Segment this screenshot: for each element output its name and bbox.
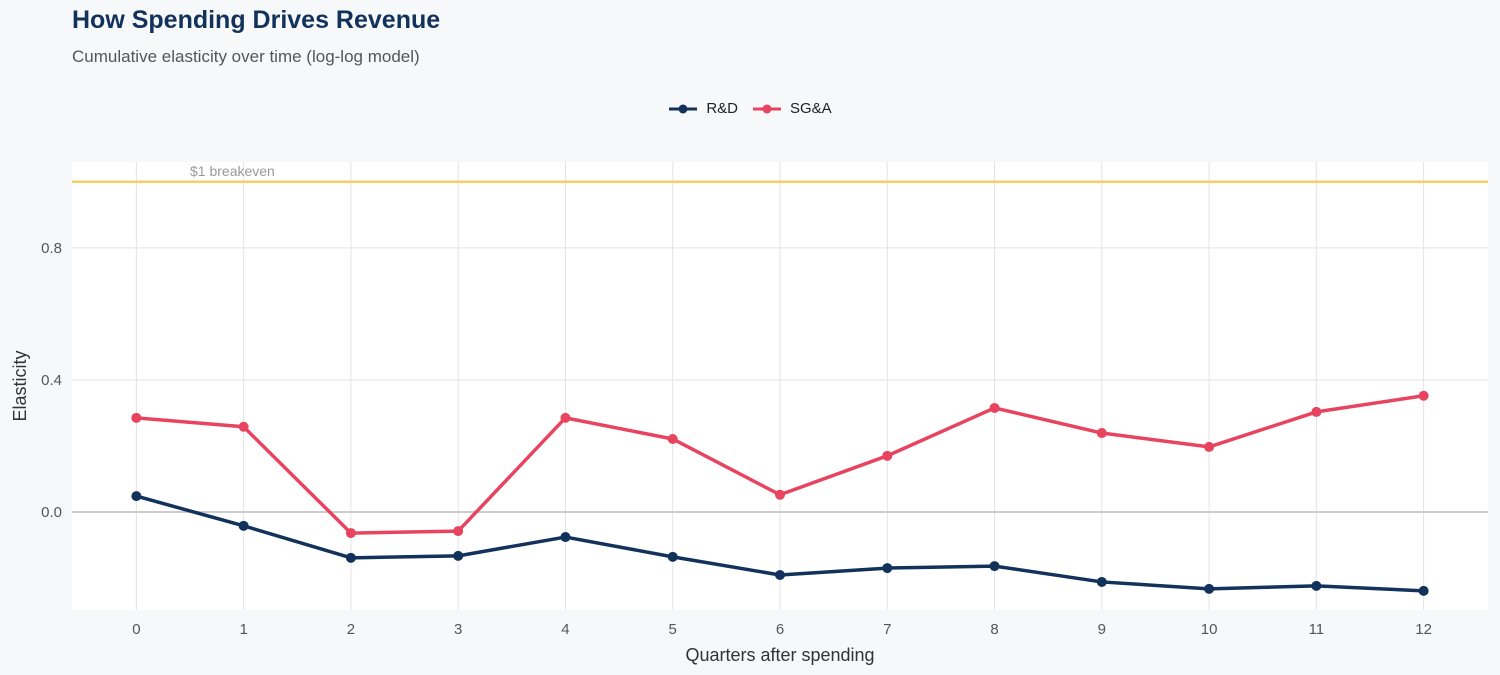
x-tick-label: 8 xyxy=(990,621,998,638)
data-point-sga xyxy=(989,402,1000,413)
data-point-rd xyxy=(667,551,678,562)
data-point-sga xyxy=(667,433,678,444)
legend-key-rd xyxy=(669,104,698,113)
chart-subtitle: Cumulative elasticity over time (log-log… xyxy=(72,47,420,66)
x-tick-label: 11 xyxy=(1309,621,1325,638)
data-point-sga xyxy=(1096,428,1107,439)
data-point-sga xyxy=(131,412,142,423)
legend-item-sga: SG&A xyxy=(752,100,832,117)
data-point-sga xyxy=(560,412,571,423)
x-tick-label: 9 xyxy=(1098,621,1106,638)
x-tick-label: 10 xyxy=(1201,621,1218,638)
y-axis-title: Elasticity xyxy=(10,350,30,421)
legend-label-sga: SG&A xyxy=(789,100,832,117)
data-point-rd xyxy=(131,491,142,502)
data-point-rd xyxy=(238,520,249,531)
data-point-rd xyxy=(989,561,1000,572)
x-tick-label: 7 xyxy=(883,621,891,638)
y-tick-label: 0.4 xyxy=(41,372,62,389)
x-tick-label: 4 xyxy=(561,621,569,638)
x-tick-label: 1 xyxy=(239,621,247,638)
data-point-rd xyxy=(453,550,464,561)
data-point-rd xyxy=(1096,576,1107,587)
x-tick-label: 5 xyxy=(669,621,677,638)
data-point-sga xyxy=(345,528,356,539)
data-point-sga xyxy=(1204,441,1215,452)
data-point-rd xyxy=(882,563,893,574)
y-tick-label: 0.0 xyxy=(41,504,62,521)
data-point-sga xyxy=(1418,390,1429,401)
breakeven-label: $1 breakeven xyxy=(190,163,275,179)
legend-key-sga xyxy=(752,104,781,113)
data-point-rd xyxy=(775,570,785,581)
data-point-sga xyxy=(882,450,893,461)
data-point-sga xyxy=(775,489,785,500)
data-point-sga xyxy=(238,421,249,432)
data-point-rd xyxy=(1204,583,1215,594)
x-tick-label: 3 xyxy=(454,621,462,638)
data-point-rd xyxy=(1418,585,1429,596)
data-point-rd xyxy=(345,552,356,563)
y-tick-label: 0.8 xyxy=(41,240,62,257)
data-point-sga xyxy=(1311,406,1322,417)
x-axis-title: Quarters after spending xyxy=(685,645,874,665)
x-tick-label: 12 xyxy=(1415,621,1432,638)
data-point-rd xyxy=(1311,580,1322,591)
data-point-rd xyxy=(560,532,571,543)
x-tick-label: 2 xyxy=(347,621,355,638)
x-tick-label: 0 xyxy=(132,621,140,638)
legend: R&D SG&A xyxy=(0,100,1500,117)
chart-title: How Spending Drives Revenue xyxy=(72,6,441,34)
legend-label-rd: R&D xyxy=(706,100,738,117)
legend-item-rd: R&D xyxy=(668,100,738,117)
data-point-sga xyxy=(453,526,464,537)
x-tick-label: 6 xyxy=(776,621,784,638)
